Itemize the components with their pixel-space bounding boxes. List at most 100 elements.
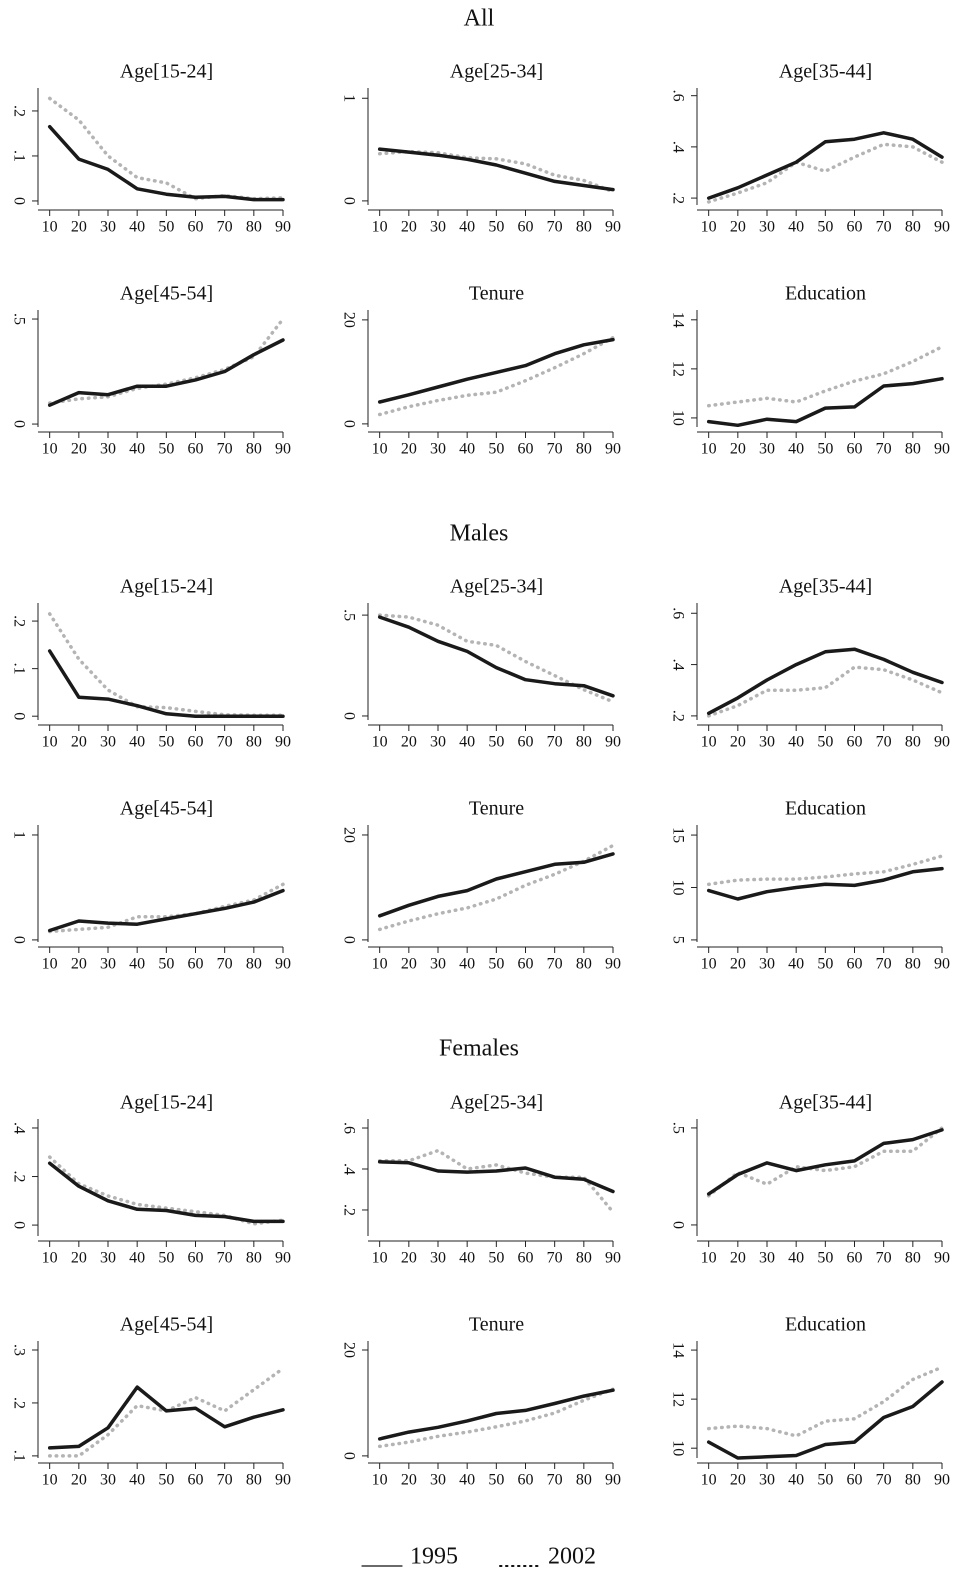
- x-tick-label: 60: [518, 734, 534, 751]
- y-tick-label: 10: [669, 1440, 686, 1456]
- y-tick-label: 1: [340, 94, 357, 102]
- x-tick-label: 80: [246, 734, 262, 751]
- x-tick-label: 20: [71, 441, 87, 458]
- x-tick-label: 20: [401, 441, 417, 458]
- x-tick-label: 10: [372, 1250, 388, 1267]
- series-line: [377, 147, 615, 192]
- x-tick-label: 30: [100, 441, 116, 458]
- section-title: Males: [450, 521, 509, 547]
- x-tick-label: 50: [158, 956, 174, 973]
- x-tick-label: 60: [847, 219, 863, 236]
- x-tick-label: 70: [217, 734, 233, 751]
- x-tick-label: 30: [430, 219, 446, 236]
- series-line: [706, 345, 944, 408]
- series-line: [706, 1365, 944, 1438]
- y-tick-label: .2: [10, 615, 27, 627]
- x-tick-label: 50: [817, 956, 833, 973]
- x-tick-label: 30: [430, 956, 446, 973]
- x-tick-label: 60: [188, 1472, 204, 1489]
- y-tick-label: .1: [10, 663, 27, 675]
- x-tick-label: 10: [701, 219, 717, 236]
- x-tick-label: 40: [129, 1250, 145, 1267]
- x-tick-label: 40: [129, 441, 145, 458]
- x-tick-label: 50: [817, 1472, 833, 1489]
- series-line: [47, 96, 285, 201]
- panel-title: Age[25-34]: [450, 61, 543, 83]
- x-tick-label: 20: [401, 1472, 417, 1489]
- y-tick-label: .5: [669, 1122, 686, 1134]
- x-tick-label: 10: [42, 956, 58, 973]
- x-tick-label: 50: [158, 734, 174, 751]
- x-tick-label: 90: [934, 956, 950, 973]
- x-tick-label: 40: [788, 441, 804, 458]
- x-tick-label: 20: [71, 956, 87, 973]
- y-tick-label: .2: [10, 105, 27, 117]
- x-tick-label: 80: [246, 441, 262, 458]
- y-tick-label: 0: [10, 1221, 27, 1229]
- x-tick-label: 40: [788, 956, 804, 973]
- x-tick-label: 10: [701, 441, 717, 458]
- panel-title: Education: [785, 1314, 866, 1336]
- x-tick-label: 30: [100, 734, 116, 751]
- panel-title: Age[35-44]: [779, 1092, 872, 1114]
- x-tick-label: 10: [42, 734, 58, 751]
- y-tick-label: .2: [669, 710, 686, 722]
- x-tick-label: 70: [547, 219, 563, 236]
- panel-title: Education: [785, 283, 866, 305]
- x-tick-label: 80: [905, 956, 921, 973]
- x-tick-label: 50: [158, 219, 174, 236]
- series-line: [47, 612, 285, 717]
- y-tick-label: 0: [340, 1452, 357, 1460]
- x-tick-label: 20: [730, 734, 746, 751]
- y-tick-label: .5: [340, 609, 357, 621]
- x-tick-label: 30: [430, 1250, 446, 1267]
- x-tick-label: 40: [129, 1472, 145, 1489]
- x-tick-label: 70: [547, 734, 563, 751]
- series-line: [377, 1160, 615, 1194]
- x-tick-label: 50: [488, 734, 504, 751]
- y-tick-label: .5: [10, 313, 27, 325]
- x-tick-label: 70: [547, 956, 563, 973]
- y-tick-label: .2: [10, 1171, 27, 1183]
- x-tick-label: 40: [129, 734, 145, 751]
- x-tick-label: 80: [576, 1250, 592, 1267]
- x-tick-label: 60: [188, 219, 204, 236]
- series-line: [706, 142, 944, 204]
- x-tick-label: 10: [42, 1250, 58, 1267]
- x-tick-label: 90: [605, 441, 621, 458]
- y-tick-label: .2: [10, 1397, 27, 1409]
- y-tick-label: 0: [10, 712, 27, 720]
- x-tick-label: 40: [788, 219, 804, 236]
- x-tick-label: 50: [488, 1472, 504, 1489]
- x-tick-label: 80: [576, 956, 592, 973]
- x-tick-label: 80: [905, 219, 921, 236]
- y-tick-label: 20: [340, 827, 357, 843]
- x-tick-label: 10: [372, 734, 388, 751]
- x-tick-label: 40: [459, 219, 475, 236]
- panel-title: Age[15-24]: [120, 1092, 213, 1114]
- x-tick-label: 80: [905, 1250, 921, 1267]
- y-tick-label: .4: [669, 141, 686, 153]
- series-line: [377, 843, 615, 932]
- x-tick-label: 70: [876, 1250, 892, 1267]
- x-tick-label: 20: [401, 1250, 417, 1267]
- y-tick-label: 20: [340, 312, 357, 328]
- x-tick-label: 30: [430, 441, 446, 458]
- x-tick-label: 40: [459, 1250, 475, 1267]
- series-line: [47, 317, 285, 405]
- x-tick-label: 30: [100, 219, 116, 236]
- x-tick-label: 30: [759, 956, 775, 973]
- panel-title: Age[35-44]: [779, 576, 872, 598]
- x-tick-label: 30: [430, 734, 446, 751]
- x-tick-label: 90: [275, 441, 291, 458]
- x-tick-label: 80: [246, 956, 262, 973]
- x-tick-label: 50: [488, 1250, 504, 1267]
- x-tick-label: 90: [275, 956, 291, 973]
- x-tick-label: 90: [605, 956, 621, 973]
- x-tick-label: 60: [188, 956, 204, 973]
- x-tick-label: 10: [372, 956, 388, 973]
- y-tick-label: .1: [10, 1450, 27, 1462]
- x-tick-label: 20: [730, 219, 746, 236]
- y-tick-label: 1: [10, 831, 27, 839]
- y-tick-label: 0: [340, 936, 357, 944]
